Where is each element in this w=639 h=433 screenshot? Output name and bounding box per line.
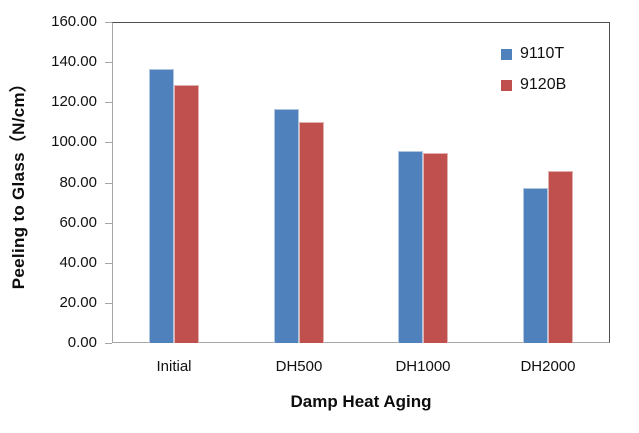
legend-swatch-9110T <box>501 48 512 60</box>
y-axis-tick <box>105 223 112 224</box>
bar-9110T-DH1000 <box>398 151 423 343</box>
bar-9110T-DH500 <box>274 109 299 343</box>
legend-label-9120B: 9120B <box>520 76 567 93</box>
bar-9120B-DH1000 <box>423 153 448 343</box>
category-label-DH500: DH500 <box>275 358 323 375</box>
y-axis-tick <box>105 343 112 344</box>
legend-item-9120B: 9120B <box>501 76 566 94</box>
y-tick-label: 80.00 <box>59 174 97 191</box>
legend-swatch-9120B <box>501 79 512 91</box>
legend-item-9110T: 9110T <box>501 45 566 63</box>
y-axis-tick <box>105 263 112 264</box>
category-label-DH1000: DH1000 <box>395 358 451 375</box>
y-axis-tick <box>105 303 112 304</box>
category-label-DH2000: DH2000 <box>520 358 576 375</box>
y-tick-label: 120.00 <box>51 93 97 110</box>
bar-9110T-DH2000 <box>523 188 548 343</box>
bar-9120B-DH500 <box>299 122 324 343</box>
legend: 9110T 9120B <box>501 45 566 107</box>
bar-9110T-Initial <box>149 69 174 343</box>
y-tick-label: 160.00 <box>51 13 97 30</box>
y-tick-label: 0.00 <box>67 334 97 351</box>
y-tick-label: 140.00 <box>51 53 97 70</box>
bar-9120B-Initial <box>174 85 199 343</box>
y-tick-label: 40.00 <box>59 254 97 271</box>
y-tick-label: 20.00 <box>59 294 97 311</box>
y-tick-label: 100.00 <box>51 133 97 150</box>
x-axis-title: Damp Heat Aging <box>290 392 432 411</box>
category-label-Initial: Initial <box>156 358 192 375</box>
y-axis-tick <box>105 142 112 143</box>
y-axis-tick <box>105 102 112 103</box>
legend-label-9110T: 9110T <box>520 45 565 62</box>
y-axis-tick <box>105 183 112 184</box>
bar-9120B-DH2000 <box>548 171 573 343</box>
y-axis-tick <box>105 62 112 63</box>
y-axis-tick <box>105 22 112 23</box>
y-tick-label: 60.00 <box>59 214 97 231</box>
